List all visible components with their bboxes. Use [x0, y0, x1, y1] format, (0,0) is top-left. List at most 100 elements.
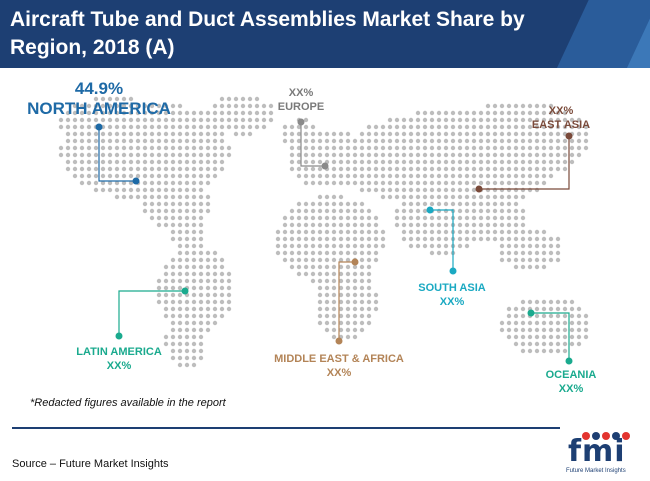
map-dot: [366, 313, 372, 319]
map-dot: [485, 229, 491, 235]
map-dot: [261, 110, 267, 116]
map-dot: [317, 166, 323, 172]
map-dot: [485, 152, 491, 158]
map-dot: [156, 173, 162, 179]
map-dot: [548, 124, 554, 130]
map-dot: [338, 285, 344, 291]
map-dot: [212, 278, 218, 284]
latin-america-name: LATIN AMERICA: [76, 346, 162, 358]
map-dot: [464, 194, 470, 200]
map-dot: [219, 313, 225, 319]
map-dot: [450, 110, 456, 116]
map-dot: [464, 222, 470, 228]
map-dot: [394, 173, 400, 179]
map-dot: [506, 138, 512, 144]
map-dot: [121, 180, 127, 186]
map-dot: [324, 215, 330, 221]
map-dot: [492, 117, 498, 123]
map-dot: [128, 159, 134, 165]
map-dot: [450, 145, 456, 151]
map-dot: [191, 320, 197, 326]
map-dot: [415, 173, 421, 179]
map-dot: [366, 138, 372, 144]
map-dot: [317, 299, 323, 305]
map-dot: [457, 194, 463, 200]
map-dot: [345, 285, 351, 291]
map-dot: [471, 159, 477, 165]
map-dot: [555, 320, 561, 326]
map-dot: [338, 236, 344, 242]
map-dot: [506, 180, 512, 186]
map-dot: [352, 264, 358, 270]
map-dot: [93, 117, 99, 123]
map-dot: [464, 201, 470, 207]
map-dot: [205, 271, 211, 277]
map-dot: [170, 131, 176, 137]
map-dot: [338, 208, 344, 214]
map-dot: [303, 229, 309, 235]
map-dot: [219, 292, 225, 298]
map-dot: [548, 159, 554, 165]
map-dot: [177, 124, 183, 130]
map-dot: [226, 110, 232, 116]
map-dot: [366, 229, 372, 235]
map-dot: [548, 110, 554, 116]
map-dot: [499, 117, 505, 123]
map-dot: [177, 194, 183, 200]
map-dot: [114, 166, 120, 172]
map-dot: [373, 124, 379, 130]
map-dot: [135, 166, 141, 172]
map-dot: [506, 117, 512, 123]
map-dot: [541, 327, 547, 333]
map-dot: [443, 124, 449, 130]
map-dot: [359, 187, 365, 193]
map-dot: [156, 222, 162, 228]
map-dot: [387, 131, 393, 137]
map-dot: [156, 215, 162, 221]
map-dot: [401, 187, 407, 193]
map-dot: [191, 299, 197, 305]
map-dot: [499, 138, 505, 144]
map-dot: [520, 138, 526, 144]
map-dot: [520, 215, 526, 221]
map-dot: [527, 103, 533, 109]
map-dot: [366, 215, 372, 221]
map-dot: [513, 194, 519, 200]
map-dot: [569, 138, 575, 144]
map-dot: [149, 201, 155, 207]
map-dot: [296, 173, 302, 179]
map-dot: [72, 138, 78, 144]
map-dot: [142, 166, 148, 172]
map-dot: [345, 250, 351, 256]
map-dot: [72, 103, 78, 109]
map-dot: [499, 215, 505, 221]
map-dot: [415, 180, 421, 186]
map-dot: [177, 103, 183, 109]
map-dot: [247, 103, 253, 109]
map-dot: [282, 124, 288, 130]
map-dot: [219, 117, 225, 123]
map-dot: [464, 117, 470, 123]
map-dot: [387, 117, 393, 123]
map-dot: [534, 138, 540, 144]
map-dot: [331, 243, 337, 249]
map-dot: [184, 187, 190, 193]
map-dot: [317, 313, 323, 319]
map-dot: [142, 138, 148, 144]
map-dot: [415, 145, 421, 151]
map-dot: [114, 159, 120, 165]
map-dot: [170, 124, 176, 130]
logo-tagline: Future Market Insights: [566, 468, 626, 474]
divider: [12, 427, 560, 429]
map-dot: [65, 152, 71, 158]
map-dot: [324, 278, 330, 284]
map-dot: [541, 159, 547, 165]
map-dot: [443, 250, 449, 256]
map-dot: [289, 131, 295, 137]
map-dot: [394, 159, 400, 165]
map-dot: [149, 187, 155, 193]
map-dot: [429, 215, 435, 221]
map-dot: [562, 138, 568, 144]
map-dot: [527, 166, 533, 172]
map-dot: [471, 236, 477, 242]
